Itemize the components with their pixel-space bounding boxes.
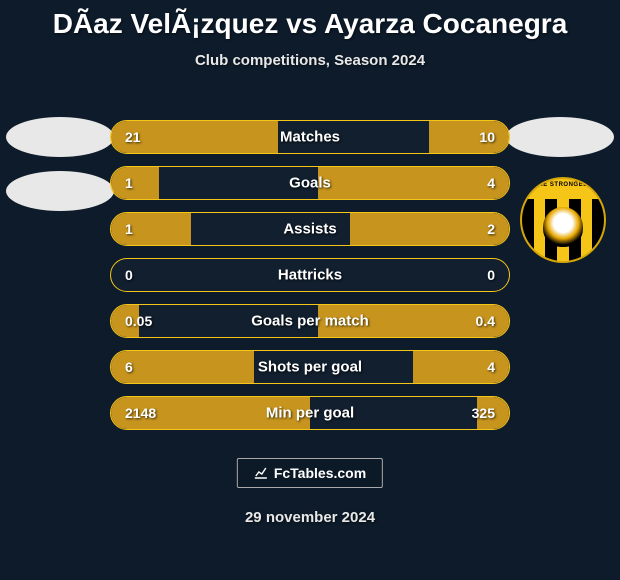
- stat-value-right: 2: [487, 221, 495, 237]
- stat-row: 1 2 Assists: [110, 212, 510, 246]
- player-left-badge-2: [6, 171, 114, 211]
- player-left-badge-1: [6, 117, 114, 157]
- stat-row: 1 4 Goals: [110, 166, 510, 200]
- attribution-badge: FcTables.com: [237, 458, 383, 488]
- stat-value-left: 1: [125, 221, 133, 237]
- stats-area: 21 10 Matches 1 4 Goals 1 2 Assists 0 0 Hattricks 0.…: [110, 120, 510, 442]
- stat-label: Goals: [289, 175, 331, 192]
- stat-value-left: 0: [125, 267, 133, 283]
- stat-row: 2148 325 Min per goal: [110, 396, 510, 430]
- stat-label: Shots per goal: [258, 359, 362, 376]
- stat-row: 6 4 Shots per goal: [110, 350, 510, 384]
- stat-fill-left: [111, 213, 191, 245]
- tiger-icon: [543, 207, 583, 247]
- stat-label: Goals per match: [251, 313, 369, 330]
- page-title: DÃ­az VelÃ¡zquez vs Ayarza Cocanegra: [0, 8, 620, 40]
- stat-value-right: 0: [487, 267, 495, 283]
- stat-label: Matches: [280, 129, 340, 146]
- stat-value-left: 1: [125, 175, 133, 191]
- club-right-name: THE STRONGEST: [522, 179, 604, 188]
- stat-value-right: 4: [487, 359, 495, 375]
- stat-value-right: 10: [479, 129, 495, 145]
- club-right-badge: THE STRONGEST: [520, 177, 606, 263]
- stat-label: Hattricks: [278, 267, 342, 284]
- stat-row: 21 10 Matches: [110, 120, 510, 154]
- chart-icon: [254, 467, 268, 479]
- stat-value-left: 6: [125, 359, 133, 375]
- stat-fill-right: [350, 213, 509, 245]
- stat-label: Assists: [283, 221, 336, 238]
- stat-value-left: 21: [125, 129, 141, 145]
- stat-fill-right: [318, 167, 509, 199]
- subtitle: Club competitions, Season 2024: [0, 52, 620, 69]
- stat-fill-left: [111, 167, 159, 199]
- stat-row: 0.05 0.4 Goals per match: [110, 304, 510, 338]
- stat-value-left: 0.05: [125, 313, 152, 329]
- stat-value-right: 0.4: [476, 313, 495, 329]
- stat-row: 0 0 Hattricks: [110, 258, 510, 292]
- attribution-text: FcTables.com: [274, 465, 366, 481]
- stat-value-right: 325: [472, 405, 495, 421]
- player-right-badge-1: [506, 117, 614, 157]
- stat-fill-right: [429, 121, 509, 153]
- stat-label: Min per goal: [266, 405, 354, 422]
- date-text: 29 november 2024: [245, 509, 375, 526]
- stat-value-right: 4: [487, 175, 495, 191]
- stat-value-left: 2148: [125, 405, 156, 421]
